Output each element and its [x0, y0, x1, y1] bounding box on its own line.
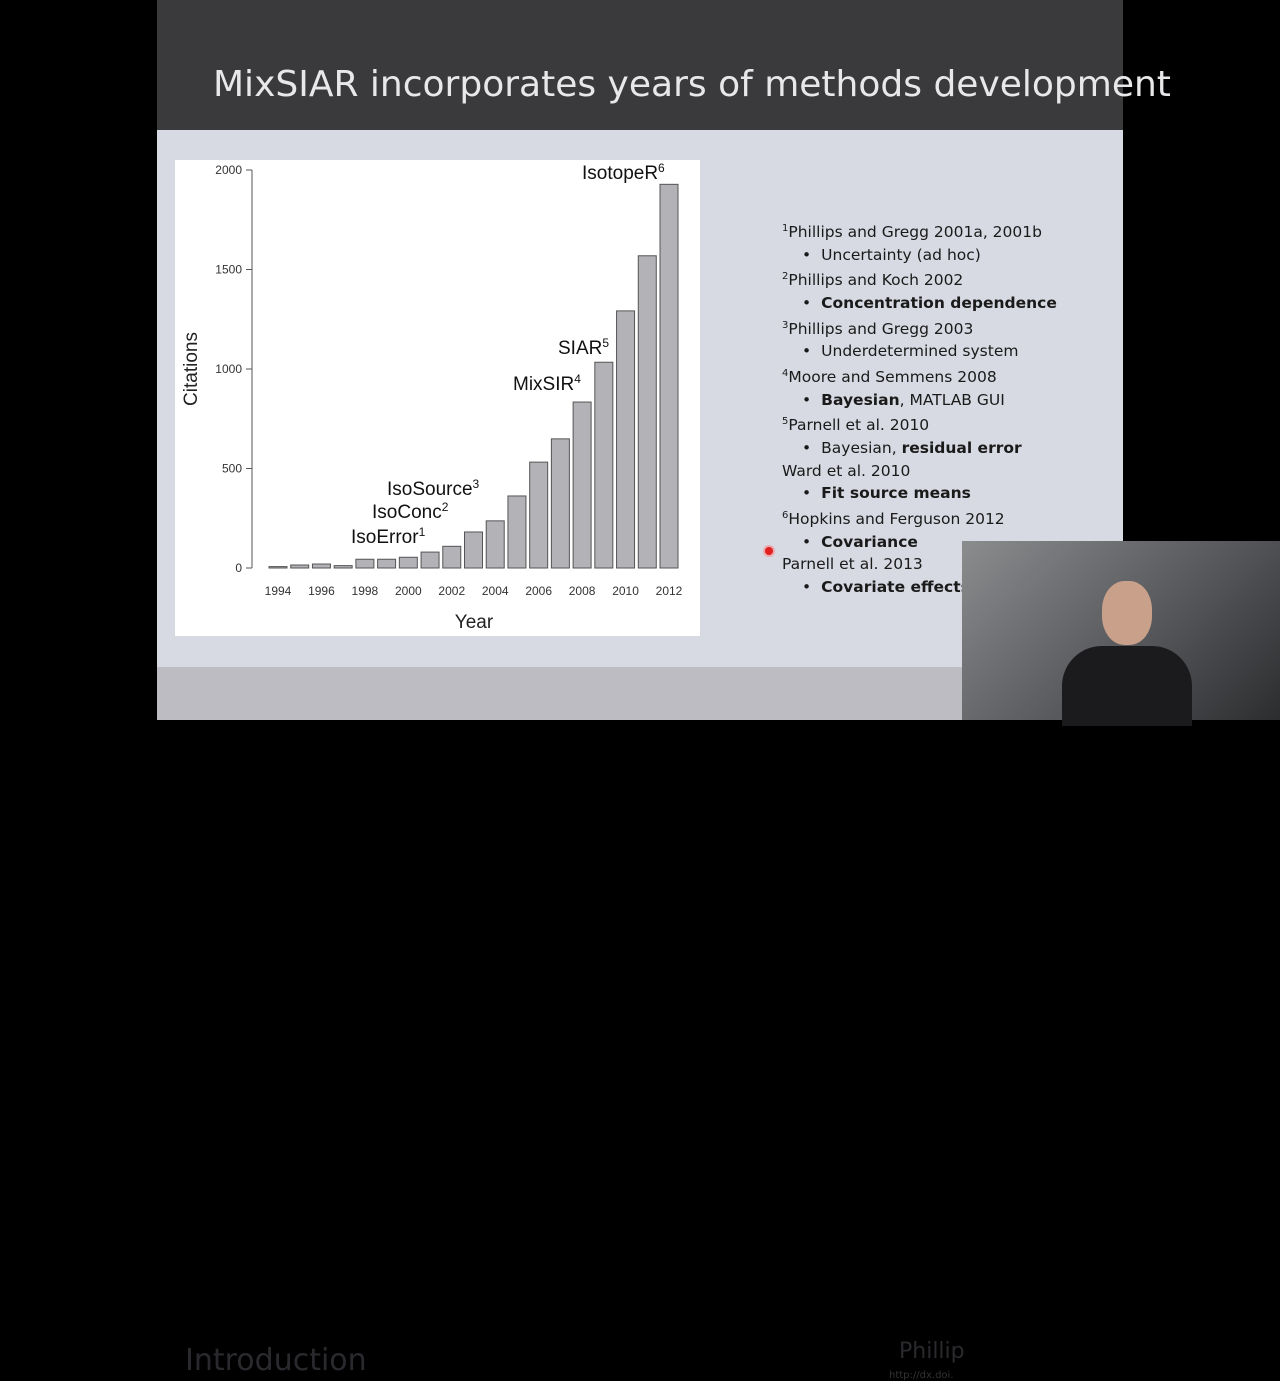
- reference-number: 1: [782, 223, 789, 234]
- doi-link[interactable]: http://dx.doi.: [889, 1370, 954, 1381]
- bar-2001: [420, 551, 440, 569]
- y-tick-label: 500: [222, 462, 242, 476]
- bar-2010: [616, 310, 636, 569]
- bar-1999: [377, 558, 397, 569]
- bar-1997: [333, 565, 353, 569]
- reference-item: 5Parnell et al. 2010: [782, 411, 1057, 437]
- reference-bullet: Covariate effects: [782, 576, 1057, 599]
- chart-panel: 0 500 1000 1500 2000 1994 1996 1998 2000 2002 2004…: [175, 160, 700, 636]
- annotation-label: IsoConc2: [372, 500, 449, 523]
- bar-2002: [442, 545, 462, 569]
- y-tick-label: 2000: [215, 163, 242, 177]
- reference-number: 6: [782, 509, 789, 521]
- annotation-label: IsotopeR6: [582, 161, 665, 184]
- section-label: Introduction: [185, 1343, 367, 1378]
- bar-2004: [485, 520, 505, 569]
- annotation-label: IsoSource3: [387, 477, 480, 500]
- reference-bullet: Covariance: [782, 531, 1057, 554]
- reference-text: Phillips and Gregg 2001a, 2001b: [788, 223, 1042, 242]
- annotation-label: IsoError1: [351, 525, 426, 548]
- reference-list: 1Phillips and Gregg 2001a, 2001bUncertai…: [782, 218, 1057, 598]
- citation-text: Phillip: [899, 1339, 965, 1364]
- laser-pointer-cursor: [765, 547, 773, 555]
- reference-text: Ward et al. 2010: [782, 461, 911, 480]
- bullet-text: Uncertainty (ad hoc): [821, 245, 981, 264]
- bar-1998: [355, 558, 375, 569]
- bar-2005: [507, 495, 527, 569]
- reference-item: 6Hopkins and Ferguson 2012: [782, 505, 1057, 531]
- bullet-text: Bayesian: [821, 390, 900, 409]
- bar-1995: [290, 564, 310, 569]
- bullet-text: residual error: [901, 439, 1022, 458]
- reference-text: Parnell et al. 2010: [788, 416, 930, 435]
- reference-text: Hopkins and Ferguson 2012: [788, 510, 1005, 529]
- x-tick-label: 2002: [438, 584, 465, 598]
- reference-item: 2Phillips and Koch 2002: [782, 266, 1057, 292]
- reference-number: 2: [782, 271, 789, 283]
- x-tick-label: 2008: [569, 584, 596, 598]
- x-tick-label: 2010: [612, 584, 639, 598]
- y-tick-label: 0: [235, 561, 242, 575]
- bar-1996: [311, 563, 331, 569]
- bullet-text: Concentration dependence: [821, 294, 1057, 313]
- y-axis-label: Citations: [181, 332, 202, 406]
- annotation-label: SIAR5: [558, 336, 609, 359]
- presenter-body: [1062, 646, 1192, 726]
- webcam-overlay: [962, 541, 1280, 726]
- reference-bullet: Underdetermined system: [782, 340, 1057, 363]
- reference-bullet: Uncertainty (ad hoc): [782, 244, 1057, 267]
- reference-item: 1Phillips and Gregg 2001a, 2001b: [782, 218, 1057, 244]
- x-axis-label: Year: [455, 612, 494, 633]
- x-tick-label: 2000: [395, 584, 422, 598]
- bar-2006: [529, 461, 549, 569]
- bar-2003: [464, 531, 483, 569]
- reference-bullet: Concentration dependence: [782, 292, 1057, 315]
- reference-item: 3Phillips and Gregg 2003: [782, 315, 1057, 341]
- citations-bar-chart: 0 500 1000 1500 2000 1994 1996 1998 2000 2002 2004…: [181, 161, 683, 633]
- reference-item: 4Moore and Semmens 2008: [782, 363, 1057, 389]
- reference-text: Phillips and Gregg 2003: [788, 319, 974, 338]
- bullet-text: Bayesian,: [821, 439, 902, 458]
- bullet-text: Underdetermined system: [821, 342, 1019, 361]
- annotation-label: MixSIR4: [513, 372, 581, 395]
- bar-2007: [550, 438, 570, 569]
- reference-bullet: Bayesian, MATLAB GUI: [782, 389, 1057, 412]
- reference-item: Ward et al. 2010: [782, 460, 1057, 483]
- reference-number: 5: [782, 416, 789, 428]
- bullet-text: Fit source means: [821, 484, 971, 503]
- reference-text: Parnell et al. 2013: [782, 555, 923, 574]
- x-tick-label: 1996: [308, 584, 335, 598]
- x-tick-label: 2012: [656, 584, 683, 598]
- bar-2012: [659, 183, 679, 569]
- reference-text: Phillips and Koch 2002: [788, 271, 964, 290]
- x-tick-label: 1998: [352, 584, 379, 598]
- y-tick-label: 1000: [215, 362, 242, 376]
- reference-number: 3: [782, 319, 789, 331]
- bar-2011: [637, 255, 657, 569]
- x-tick-label: 2006: [525, 584, 552, 598]
- presenter-head: [1102, 581, 1152, 645]
- x-tick-label: 1994: [265, 584, 292, 598]
- bar-2008: [572, 401, 592, 569]
- bullet-text: , MATLAB GUI: [899, 390, 1005, 409]
- slide-title: MixSIAR incorporates years of methods de…: [213, 64, 1171, 105]
- bar-1994: [268, 566, 288, 569]
- bar-2009: [594, 361, 614, 569]
- reference-item: Parnell et al. 2013: [782, 553, 1057, 576]
- y-tick-label: 1500: [215, 263, 242, 277]
- bar-2000: [398, 556, 418, 569]
- reference-number: 4: [782, 368, 789, 380]
- reference-bullet: Bayesian, residual error: [782, 437, 1057, 460]
- reference-bullet: Fit source means: [782, 482, 1057, 505]
- bullet-text: Covariate effects: [821, 577, 970, 596]
- reference-text: Moore and Semmens 2008: [788, 368, 997, 387]
- title-bar: MixSIAR incorporates years of methods de…: [157, 0, 1171, 130]
- x-tick-label: 2004: [482, 584, 509, 598]
- bullet-text: Covariance: [821, 532, 918, 551]
